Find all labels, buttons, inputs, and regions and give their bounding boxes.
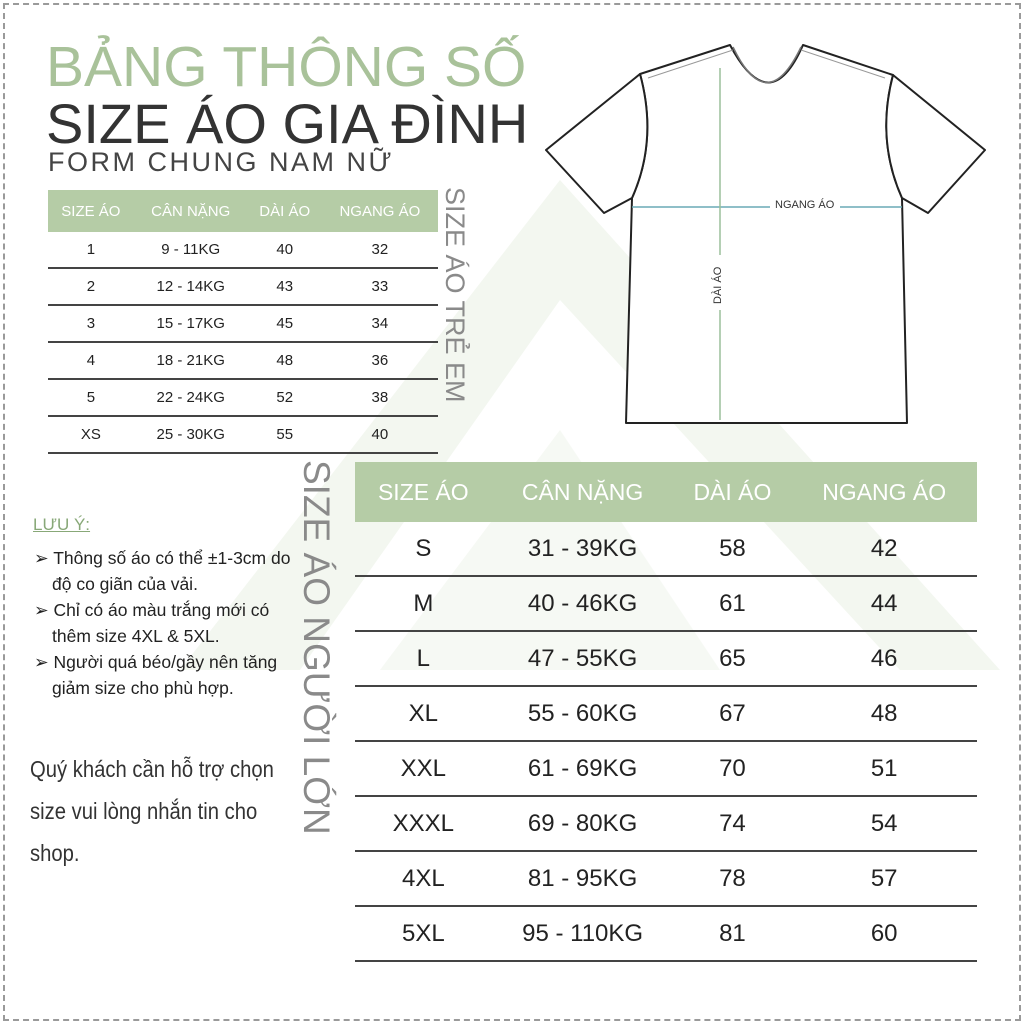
- table-cell: 78: [673, 851, 792, 907]
- table-row: 2 12 - 14KG 43 33: [48, 268, 438, 306]
- table-row: XXXL 69 - 80KG 74 54: [355, 796, 977, 852]
- table-cell: 81: [673, 906, 792, 962]
- table-row: XL 55 - 60KG 67 48: [355, 686, 977, 742]
- table-cell: 22 - 24KG: [133, 379, 248, 417]
- table-cell: 61: [673, 576, 792, 632]
- table-cell: 31 - 39KG: [491, 522, 674, 577]
- adult-side-label: SIZE ÁO NGƯỜI LỚN: [296, 460, 337, 835]
- table-cell: 38: [321, 379, 438, 417]
- table-cell: 42: [791, 522, 977, 577]
- notes-list: ➢ Thông số áo có thể ±1-3cm do độ co giã…: [34, 545, 294, 701]
- table-cell: 48: [247, 342, 322, 380]
- table-row: 4 18 - 21KG 48 36: [48, 342, 438, 380]
- table-row: M 40 - 46KG 61 44: [355, 576, 977, 632]
- table-cell: 43: [247, 268, 322, 306]
- kids-header-width: NGANG ÁO: [321, 190, 438, 232]
- table-cell: 15 - 17KG: [133, 305, 248, 343]
- table-cell: 61 - 69KG: [491, 741, 674, 797]
- length-label: DÀI ÁO: [712, 266, 724, 304]
- kids-header-length: DÀI ÁO: [247, 190, 322, 232]
- table-cell: 5: [48, 379, 134, 417]
- table-cell: 55: [247, 416, 322, 454]
- table-cell: 9 - 11KG: [133, 232, 248, 269]
- contact-message: Quý khách cần hỗ trợ chọn size vui lòng …: [30, 756, 274, 866]
- table-cell: 70: [673, 741, 792, 797]
- page-border: [3, 3, 1021, 1021]
- table-cell: 95 - 110KG: [491, 906, 674, 962]
- title-line-1: BẢNG THÔNG SỐ: [46, 35, 527, 99]
- note-item: ➢ Chỉ có áo màu trắng mới có thêm size 4…: [34, 600, 270, 646]
- table-cell: 51: [791, 741, 977, 797]
- table-cell: XS: [48, 416, 134, 454]
- table-cell: 25 - 30KG: [133, 416, 248, 454]
- table-row: L 47 - 55KG 65 46: [355, 631, 977, 687]
- table-row: XXL 61 - 69KG 70 51: [355, 741, 977, 797]
- table-cell: 44: [791, 576, 977, 632]
- table-cell: 45: [247, 305, 322, 343]
- table-cell: L: [355, 631, 492, 687]
- kids-header-weight: CÂN NẶNG: [133, 190, 248, 232]
- adult-size-table: SIZE ÁO CÂN NẶNG DÀI ÁO NGANG ÁO S 31 - 3…: [355, 462, 977, 962]
- table-row: XS 25 - 30KG 55 40: [48, 416, 438, 454]
- table-cell: 60: [791, 906, 977, 962]
- width-label: NGANG ÁO: [775, 199, 835, 211]
- table-cell: XXL: [355, 741, 492, 797]
- table-cell: 69 - 80KG: [491, 796, 674, 852]
- table-cell: 12 - 14KG: [133, 268, 248, 306]
- note-item: ➢ Thông số áo có thể ±1-3cm do độ co giã…: [34, 548, 291, 594]
- table-cell: 67: [673, 686, 792, 742]
- table-cell: 4XL: [355, 851, 492, 907]
- table-row: 4XL 81 - 95KG 78 57: [355, 851, 977, 907]
- title-line-3: FORM CHUNG NAM NỮ: [48, 147, 395, 177]
- table-row: S 31 - 39KG 58 42: [355, 522, 977, 577]
- table-row: 5 22 - 24KG 52 38: [48, 379, 438, 417]
- table-cell: 57: [791, 851, 977, 907]
- table-cell: 55 - 60KG: [491, 686, 674, 742]
- table-cell: 52: [247, 379, 322, 417]
- table-cell: 5XL: [355, 906, 492, 962]
- table-cell: XL: [355, 686, 492, 742]
- table-cell: S: [355, 522, 492, 577]
- adult-header-length: DÀI ÁO: [673, 462, 792, 522]
- table-cell: 40: [321, 416, 438, 454]
- title-line-2: SIZE ÁO GIA ĐÌNH: [46, 92, 529, 155]
- table-cell: 47 - 55KG: [491, 631, 674, 687]
- table-cell: 32: [321, 232, 438, 269]
- kids-header-size: SIZE ÁO: [48, 190, 134, 232]
- table-cell: 81 - 95KG: [491, 851, 674, 907]
- table-cell: 2: [48, 268, 134, 306]
- adult-header-size: SIZE ÁO: [355, 462, 492, 522]
- table-cell: 3: [48, 305, 134, 343]
- table-cell: 74: [673, 796, 792, 852]
- table-row: 5XL 95 - 110KG 81 60: [355, 906, 977, 962]
- table-row: 3 15 - 17KG 45 34: [48, 305, 438, 343]
- note-item: ➢ Người quá béo/gầy nên tăng giảm size c…: [34, 652, 278, 698]
- table-cell: 1: [48, 232, 134, 269]
- notes-title: LƯU Ý:: [33, 515, 91, 534]
- table-cell: 36: [321, 342, 438, 380]
- table-cell: 33: [321, 268, 438, 306]
- table-cell: 40: [247, 232, 322, 269]
- table-cell: 58: [673, 522, 792, 577]
- table-cell: 46: [791, 631, 977, 687]
- table-cell: 48: [791, 686, 977, 742]
- table-cell: 4: [48, 342, 134, 380]
- table-cell: 34: [321, 305, 438, 343]
- table-cell: 40 - 46KG: [491, 576, 674, 632]
- table-cell: 54: [791, 796, 977, 852]
- table-cell: XXXL: [355, 796, 492, 852]
- table-cell: 18 - 21KG: [133, 342, 248, 380]
- adult-header-weight: CÂN NẶNG: [491, 462, 674, 522]
- adult-header-width: NGANG ÁO: [791, 462, 977, 522]
- table-cell: M: [355, 576, 492, 632]
- table-cell: 65: [673, 631, 792, 687]
